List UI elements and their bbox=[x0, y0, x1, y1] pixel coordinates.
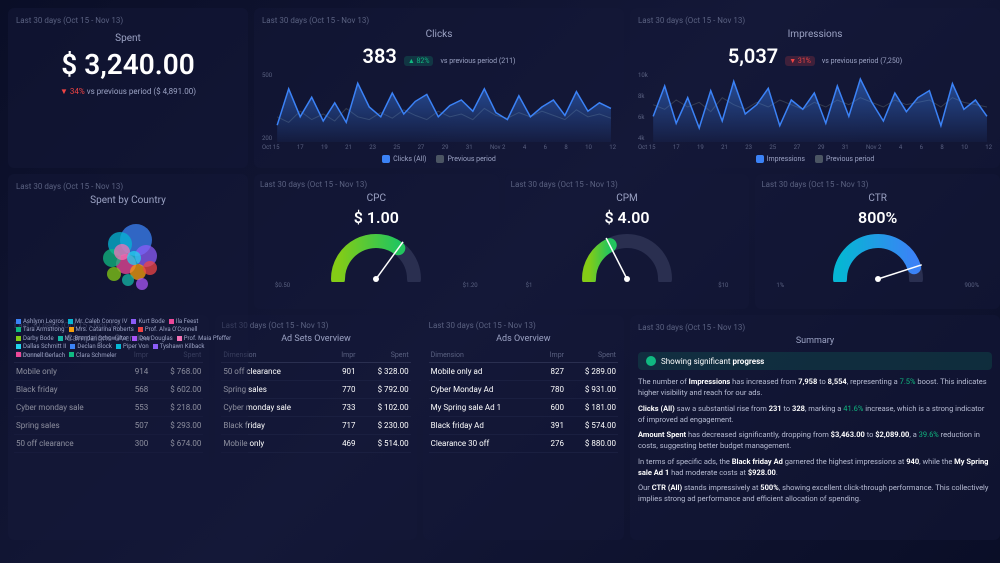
cpm-value: $ 4.00 bbox=[511, 208, 744, 227]
period-label: Last 30 days (Oct 15 - Nov 13) bbox=[638, 16, 992, 25]
country-card: Last 30 days (Oct 15 - Nov 13) Spent by … bbox=[8, 174, 248, 540]
ctr-title: CTR bbox=[761, 193, 994, 204]
ctr-min: 1% bbox=[776, 282, 784, 289]
legend-clicks-prev[interactable]: Previous period bbox=[436, 155, 495, 163]
period-label: Last 30 days (Oct 15 - Nov 13) bbox=[761, 180, 994, 189]
table-row[interactable]: Cyber Monday Ad780$ 931.00 bbox=[429, 381, 618, 399]
spent-value: $ 3,240.00 bbox=[16, 48, 240, 81]
clicks-chart: 500200 bbox=[262, 72, 616, 142]
cpm-title: CPM bbox=[511, 193, 744, 204]
spent-title: Spent bbox=[16, 33, 240, 44]
impr-title: Impressions bbox=[638, 29, 992, 40]
impr-value: 5,037 bbox=[728, 44, 778, 68]
period-label: Last 30 days (Oct 15 - Nov 13) bbox=[16, 16, 240, 25]
ctr-gauge bbox=[808, 227, 948, 282]
clicks-legend: Clicks (All) Previous period bbox=[262, 155, 616, 163]
cpc-gauge-card: Last 30 days (Oct 15 - Nov 13) CPC $ 1.0… bbox=[254, 174, 499, 309]
summary-title: Summary bbox=[638, 336, 992, 346]
cpc-title: CPC bbox=[260, 193, 493, 204]
cpc-min: $0.50 bbox=[275, 282, 290, 289]
legend-impr-current[interactable]: Impressions bbox=[756, 155, 805, 163]
period-label: Last 30 days (Oct 15 - Nov 13) bbox=[260, 180, 493, 189]
ads-table-card: Last 30 days (Oct 15 - Nov 13) Ads Overv… bbox=[423, 315, 624, 540]
clicks-badge: ▲ 82% bbox=[404, 56, 434, 66]
table-row[interactable]: Mobile only ad827$ 289.00 bbox=[429, 363, 618, 381]
period-label: Last 30 days (Oct 15 - Nov 13) bbox=[429, 321, 618, 330]
ctr-value: 800% bbox=[761, 208, 994, 227]
impressions-card: Last 30 days (Oct 15 - Nov 13) Impressio… bbox=[630, 8, 1000, 168]
cpm-min: $1 bbox=[526, 282, 533, 289]
impr-x-axis: Oct 151719212325272931Nov 24681012 bbox=[638, 144, 992, 151]
spent-change-pct: 34% bbox=[70, 87, 85, 96]
impr-chart: 10k8k6k4k bbox=[638, 72, 992, 142]
spent-subtitle: ▼ 34% vs previous period ($ 4,891.00) bbox=[16, 87, 240, 96]
impr-legend: Impressions Previous period bbox=[638, 155, 992, 163]
down-arrow-icon: ▼ bbox=[60, 87, 68, 96]
check-icon bbox=[646, 356, 656, 366]
people-legend: Ashlynn LegrosMr. Caleb Conroy IVKurt Bo… bbox=[16, 318, 240, 360]
period-label: Last 30 days (Oct 15 - Nov 13) bbox=[221, 321, 410, 330]
clicks-card: Last 30 days (Oct 15 - Nov 13) Clicks 38… bbox=[254, 8, 624, 168]
clicks-value: 383 bbox=[363, 44, 397, 68]
clicks-x-axis: Oct 151719212325272931Nov 24681012 bbox=[262, 144, 616, 151]
ads-title: Ads Overview bbox=[429, 334, 618, 344]
country-title: Spent by Country bbox=[16, 195, 240, 206]
table-row[interactable]: Black friday717$ 230.00 bbox=[221, 417, 410, 435]
table-row[interactable]: Cyber monday sale733$ 102.00 bbox=[221, 399, 410, 417]
summary-card: Last 30 days (Oct 15 - Nov 13) Summary S… bbox=[630, 315, 1000, 540]
table-row[interactable]: Spring sales770$ 792.00 bbox=[221, 381, 410, 399]
progress-badge: Showing significant progress bbox=[638, 352, 992, 370]
adsets-table: DimensionImprSpent50 off clearance901$ 3… bbox=[221, 348, 410, 453]
table-row[interactable]: Mobile only469$ 514.00 bbox=[221, 435, 410, 453]
ads-table: DimensionImprSpentMobile only ad827$ 289… bbox=[429, 348, 618, 453]
period-label: Last 30 days (Oct 15 - Nov 13) bbox=[16, 182, 240, 191]
period-label: Last 30 days (Oct 15 - Nov 13) bbox=[511, 180, 744, 189]
table-row[interactable]: My Spring sale Ad 1600$ 181.00 bbox=[429, 399, 618, 417]
table-row[interactable]: Black friday Ad391$ 574.00 bbox=[429, 417, 618, 435]
summary-text: The number of Impressions has increased … bbox=[638, 376, 992, 505]
bubble-chart bbox=[16, 212, 240, 312]
clicks-title: Clicks bbox=[262, 29, 616, 40]
cpc-value: $ 1.00 bbox=[260, 208, 493, 227]
impr-prev: vs previous period (7,250) bbox=[822, 57, 902, 65]
ctr-gauge-card: Last 30 days (Oct 15 - Nov 13) CTR 800% … bbox=[755, 174, 1000, 309]
legend-clicks-current[interactable]: Clicks (All) bbox=[382, 155, 426, 163]
ctr-max: 900% bbox=[964, 282, 979, 289]
cpm-max: $10 bbox=[718, 282, 728, 289]
period-label: Last 30 days (Oct 15 - Nov 13) bbox=[638, 323, 992, 332]
cpc-max: $1.20 bbox=[463, 282, 478, 289]
period-label: Last 30 days (Oct 15 - Nov 13) bbox=[262, 16, 616, 25]
legend-impr-prev[interactable]: Previous period bbox=[815, 155, 874, 163]
adsets-title: Ad Sets Overview bbox=[221, 334, 410, 344]
clicks-prev: vs previous period (211) bbox=[440, 57, 515, 65]
gauges-row: Last 30 days (Oct 15 - Nov 13) CPC $ 1.0… bbox=[254, 174, 1000, 309]
cpm-gauge bbox=[557, 227, 697, 282]
table-row[interactable]: 50 off clearance901$ 328.00 bbox=[221, 363, 410, 381]
cpc-gauge bbox=[306, 227, 446, 282]
cpm-gauge-card: Last 30 days (Oct 15 - Nov 13) CPM $ 4.0… bbox=[505, 174, 750, 309]
table-row[interactable]: Clearance 30 off276$ 880.00 bbox=[429, 435, 618, 453]
spent-card: Last 30 days (Oct 15 - Nov 13) Spent $ 3… bbox=[8, 8, 248, 168]
spent-prev-label: vs previous period ($ 4,891.00) bbox=[87, 87, 196, 96]
impr-badge: ▼ 31% bbox=[785, 56, 815, 66]
